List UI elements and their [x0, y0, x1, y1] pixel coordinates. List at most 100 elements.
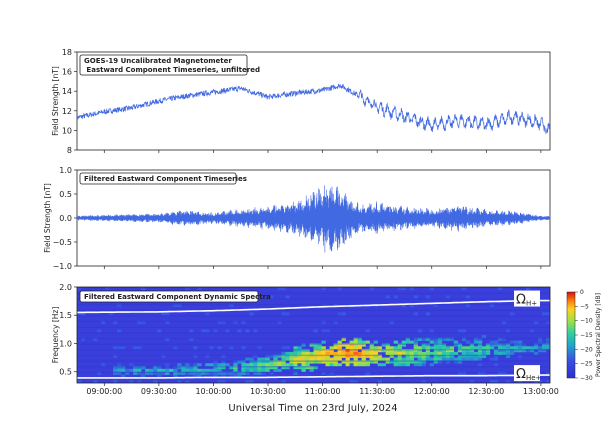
heatmap-cell: [173, 346, 178, 350]
heatmap-cell: [301, 357, 306, 361]
heatmap-stripe: [77, 366, 550, 368]
heatmap-cell: [309, 343, 314, 347]
heatmap-cell: [453, 340, 459, 344]
heatmap-cell: [277, 320, 282, 324]
heatmap-cell: [197, 374, 202, 378]
heatmap-cell: [321, 346, 326, 350]
heatmap-cell: [361, 354, 366, 358]
heatmap-cell: [361, 349, 366, 353]
heatmap-cell: [473, 337, 479, 341]
heatmap-cell: [429, 337, 435, 341]
heatmap-cell: [313, 360, 318, 364]
heatmap-cell: [257, 371, 262, 375]
heatmap-cell: [501, 346, 507, 350]
heatmap-cell: [321, 329, 326, 333]
heatmap-cell: [113, 354, 118, 358]
x-tick-label: 12:30:00: [468, 387, 504, 396]
heatmap-cell: [329, 357, 334, 361]
heatmap-cell: [477, 371, 483, 375]
heatmap-cell: [173, 374, 178, 378]
heatmap-cell: [293, 346, 298, 350]
heatmap-cell: [261, 371, 266, 375]
heatmap-cell: [369, 351, 374, 356]
heatmap-cell: [489, 303, 495, 308]
heatmap-cell: [397, 360, 402, 364]
heatmap-cell: [245, 368, 250, 372]
heatmap-cell: [425, 337, 431, 341]
heatmap-cell: [493, 354, 499, 358]
heatmap-cell: [393, 357, 398, 361]
heatmap-cell: [541, 346, 547, 350]
heatmap-cell: [285, 346, 290, 350]
heatmap-cell: [321, 303, 326, 308]
heatmap-cell: [521, 349, 527, 353]
heatmap-cell: [289, 351, 294, 356]
heatmap-cell: [281, 357, 286, 361]
heatmap-cell: [281, 360, 286, 364]
heatmap-cell: [489, 380, 495, 383]
heatmap-cell: [393, 295, 398, 299]
heatmap-cell: [469, 349, 475, 353]
heatmap-cell: [249, 368, 254, 372]
heatmap-cell: [301, 351, 306, 356]
heatmap-cell: [369, 354, 374, 358]
heatmap-cell: [445, 349, 451, 353]
heatmap-cell: [165, 371, 170, 375]
heatmap-cell: [205, 312, 210, 316]
heatmap-cell: [373, 354, 378, 358]
heatmap-cell: [209, 371, 214, 375]
heatmap-cell: [405, 357, 410, 361]
x-tick-label: 12:00:00: [414, 387, 450, 396]
heatmap-cell: [321, 340, 326, 344]
heatmap-cell: [133, 346, 138, 350]
heatmap-cell: [357, 340, 362, 344]
heatmap-cell: [421, 337, 427, 341]
heatmap-cell: [197, 287, 202, 291]
heatmap-cell: [285, 363, 290, 367]
heatmap-cell: [241, 366, 246, 370]
heatmap-cell: [349, 354, 354, 358]
heatmap-stripe: [77, 360, 550, 362]
heatmap-cell: [353, 349, 358, 353]
heatmap-cell: [281, 380, 286, 383]
heatmap-cell: [441, 349, 447, 353]
heatmap-cell: [281, 351, 286, 356]
heatmap-cell: [377, 357, 382, 361]
heatmap-cell: [177, 366, 182, 370]
heatmap-cell: [325, 354, 330, 358]
colorbar-tick-label: 0: [580, 289, 584, 296]
heatmap-cell: [409, 351, 415, 356]
heatmap-cell: [393, 340, 398, 344]
heatmap-cell: [433, 303, 439, 308]
heatmap-cell: [249, 360, 254, 364]
heatmap-cell: [477, 337, 483, 341]
heatmap-cell: [329, 371, 334, 375]
heatmap-cell: [241, 360, 246, 364]
heatmap-cell: [337, 287, 342, 291]
heatmap-cell: [117, 346, 122, 350]
heatmap-cell: [217, 363, 222, 367]
heatmap-cell: [269, 371, 274, 375]
heatmap-cell: [493, 357, 499, 361]
heatmap-cell: [341, 337, 346, 341]
heatmap-cell: [353, 343, 358, 347]
heatmap-cell: [113, 380, 118, 383]
heatmap-cell: [117, 329, 122, 333]
heatmap-cell: [365, 360, 370, 364]
heatmap-cell: [285, 366, 290, 370]
heatmap-cell: [177, 380, 182, 383]
unfiltered-ytick-label: 8: [67, 146, 72, 155]
heatmap-cell: [501, 371, 507, 375]
heatmap-cell: [201, 368, 206, 372]
heatmap-cell: [161, 354, 166, 358]
heatmap-cell: [81, 337, 86, 341]
heatmap-cell: [417, 349, 423, 353]
heatmap-cell: [265, 366, 270, 370]
heatmap-cell: [417, 360, 423, 364]
heatmap-cell: [113, 366, 118, 370]
heatmap-cell: [485, 343, 491, 347]
unfiltered-title-line: GOES-19 Uncalibrated Magnetometer: [84, 57, 232, 65]
heatmap-cell: [401, 360, 406, 364]
heatmap-cell: [209, 368, 214, 372]
